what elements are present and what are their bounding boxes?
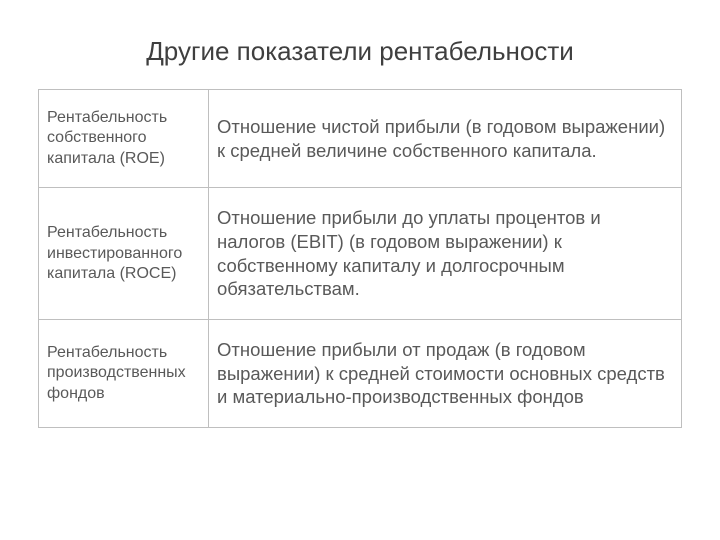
definitions-table: Рентабельность собственного капитала (RO… — [38, 89, 682, 428]
term-cell: Рентабельность собственного капитала (RO… — [39, 90, 209, 188]
term-cell: Рентабельность производственных фондов — [39, 320, 209, 428]
definition-cell: Отношение прибыли до уплаты процентов и … — [209, 188, 682, 320]
definition-cell: Отношение прибыли от продаж (в годовом в… — [209, 320, 682, 428]
definition-cell: Отношение чистой прибыли (в годовом выра… — [209, 90, 682, 188]
table-row: Рентабельность инвестированного капитала… — [39, 188, 682, 320]
table-row: Рентабельность производственных фондов О… — [39, 320, 682, 428]
table-row: Рентабельность собственного капитала (RO… — [39, 90, 682, 188]
slide: Другие показатели рентабельности Рентабе… — [0, 0, 720, 540]
slide-title: Другие показатели рентабельности — [38, 36, 682, 67]
term-cell: Рентабельность инвестированного капитала… — [39, 188, 209, 320]
